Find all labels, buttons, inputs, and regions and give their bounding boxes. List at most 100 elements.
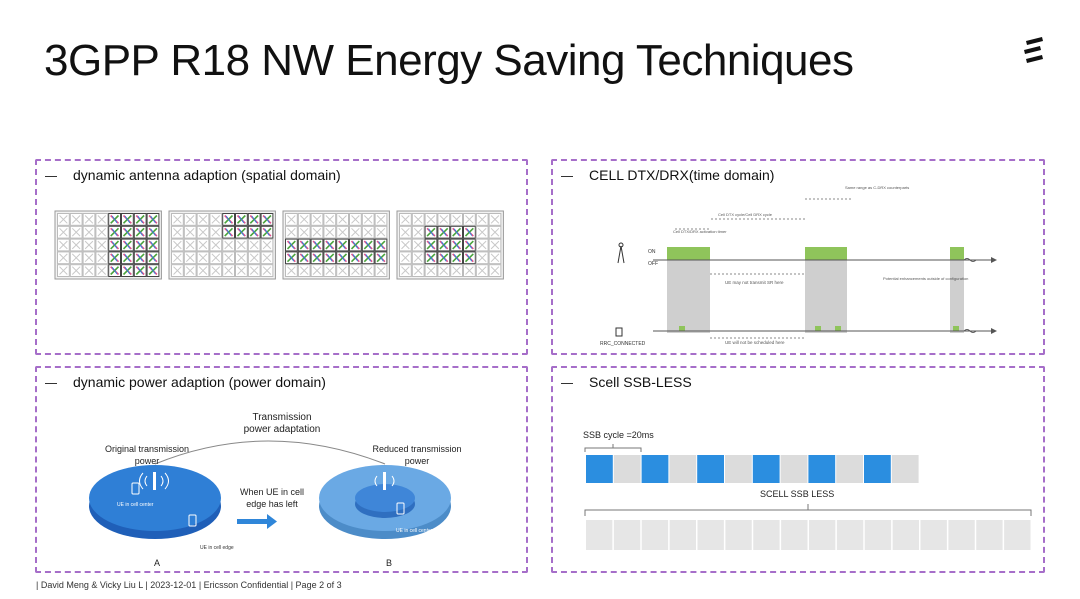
active-antenna-element (297, 251, 311, 265)
on-state-bar-3 (950, 247, 964, 260)
inactive-antenna-element (57, 251, 70, 265)
inactive-antenna-element (260, 251, 274, 265)
inactive-antenna-element (183, 264, 197, 277)
ssb-less-slot (948, 520, 975, 550)
antenna-a-icon (139, 472, 169, 490)
inactive-antenna-element (171, 264, 184, 277)
active-antenna-element (361, 251, 375, 265)
inactive-antenna-element (336, 264, 350, 277)
ssb-less-slot (809, 520, 836, 550)
middle-label: When UE in cell edge has left (217, 486, 327, 510)
inactive-antenna-element (222, 251, 235, 265)
active-antenna-element (310, 251, 324, 265)
slide-title: 3GPP R18 NW Energy Saving Techniques (44, 36, 854, 85)
drx-marker (953, 326, 959, 331)
break-mark-icon (963, 329, 977, 333)
ue-device-icon (615, 327, 623, 337)
inactive-antenna-element (285, 225, 298, 239)
active-antenna-element (222, 225, 235, 239)
inactive-antenna-element (411, 251, 425, 265)
inactive-antenna-element (475, 251, 489, 265)
inactive-antenna-element (361, 213, 375, 226)
transition-arrow-shaft (237, 519, 267, 524)
ssb-less-slot (836, 520, 864, 550)
inactive-antenna-element (411, 238, 425, 252)
inactive-antenna-element (475, 238, 489, 252)
inactive-antenna-element (171, 238, 184, 252)
active-antenna-element (285, 251, 298, 265)
off-label: OFF (648, 261, 658, 267)
on-state-bar-1 (667, 247, 710, 260)
letter-a: A (154, 558, 160, 568)
active-antenna-element (349, 251, 362, 265)
heading-dash (45, 382, 57, 384)
inactive-antenna-element (323, 213, 337, 226)
inactive-antenna-element (57, 238, 70, 252)
inactive-antenna-element (235, 251, 248, 265)
active-antenna-element (133, 264, 147, 277)
ssb-cycle-label: SSB cycle =20ms (583, 430, 654, 440)
active-antenna-element (463, 251, 476, 265)
top-label-line-2: power adaptation (243, 424, 321, 435)
inactive-antenna-element (411, 225, 425, 239)
scell-ssb-less-panel: Scell SSB-LESS SSB cycle =20ms SCELL SSB… (551, 366, 1045, 573)
heading-dash (561, 382, 573, 384)
ssb-less-slot (641, 520, 669, 550)
power-adaption-panel: dynamic power adaption (power domain) (35, 366, 528, 573)
active-antenna-element (121, 264, 134, 277)
ssb-idle-block (669, 455, 697, 483)
inactive-antenna-element (209, 264, 223, 277)
ssb-less-slot (892, 520, 919, 550)
active-period-1 (667, 249, 710, 333)
inactive-antenna-element (475, 213, 489, 226)
active-antenna-element (310, 238, 324, 252)
active-antenna-element (235, 225, 248, 239)
inactive-antenna-element (374, 264, 388, 277)
inactive-antenna-element (95, 251, 109, 265)
inactive-antenna-element (488, 238, 502, 252)
top-label-line-1: Transmission (252, 412, 312, 423)
active-antenna-element (323, 251, 337, 265)
inactive-antenna-element (247, 238, 261, 252)
inactive-antenna-element (69, 238, 83, 252)
inactive-antenna-element (69, 225, 83, 239)
inactive-antenna-element (349, 264, 362, 277)
inactive-antenna-element (361, 225, 375, 239)
inactive-antenna-element (488, 213, 502, 226)
arrow-icon (991, 257, 997, 263)
active-antenna-element (297, 238, 311, 252)
inactive-antenna-element (297, 264, 311, 277)
active-antenna-element (437, 238, 451, 252)
ssb-idle-block (613, 455, 641, 483)
active-antenna-element (133, 213, 147, 226)
ssb-less-slot (1004, 520, 1031, 550)
middle-label-line-2: edge has left (246, 499, 298, 509)
active-antenna-element (336, 238, 350, 252)
inactive-antenna-element (196, 264, 210, 277)
inactive-antenna-element (488, 225, 502, 239)
active-antenna-element (108, 213, 121, 226)
footer-authors: | David Meng & Vicky Liu L (36, 580, 143, 590)
inactive-antenna-element (235, 264, 248, 277)
inactive-antenna-element (183, 225, 197, 239)
dtx-timing-diagram: ON OFF RRC_CONNECTED Same range as C-DRX… (600, 185, 997, 347)
drx-marker (835, 326, 841, 331)
active-antenna-element (463, 238, 476, 252)
antenna-arrays-diagram (54, 210, 504, 280)
inactive-antenna-element (349, 213, 362, 226)
ssb-timeline-diagram: SSB cycle =20ms SCELL SSB LESS (583, 430, 1032, 550)
active-antenna-element (121, 213, 134, 226)
cell-dtx-drx-panel: CELL DTX/DRX(time domain) (551, 159, 1045, 355)
ssb-less-slot (753, 520, 780, 550)
inactive-antenna-element (488, 251, 502, 265)
active-antenna-element (361, 238, 375, 252)
inactive-antenna-element (424, 213, 438, 226)
inactive-antenna-element (95, 213, 109, 226)
active-antenna-element (437, 251, 451, 265)
active-antenna-element (121, 251, 134, 265)
footer-confidential: | Ericsson Confidential (198, 580, 289, 590)
ssb-less-slot (586, 520, 613, 550)
inactive-antenna-element (424, 264, 438, 277)
ssb-less-slot (864, 520, 892, 550)
antenna-adaption-panel: dynamic antenna adaption (spatial domain… (35, 159, 528, 355)
